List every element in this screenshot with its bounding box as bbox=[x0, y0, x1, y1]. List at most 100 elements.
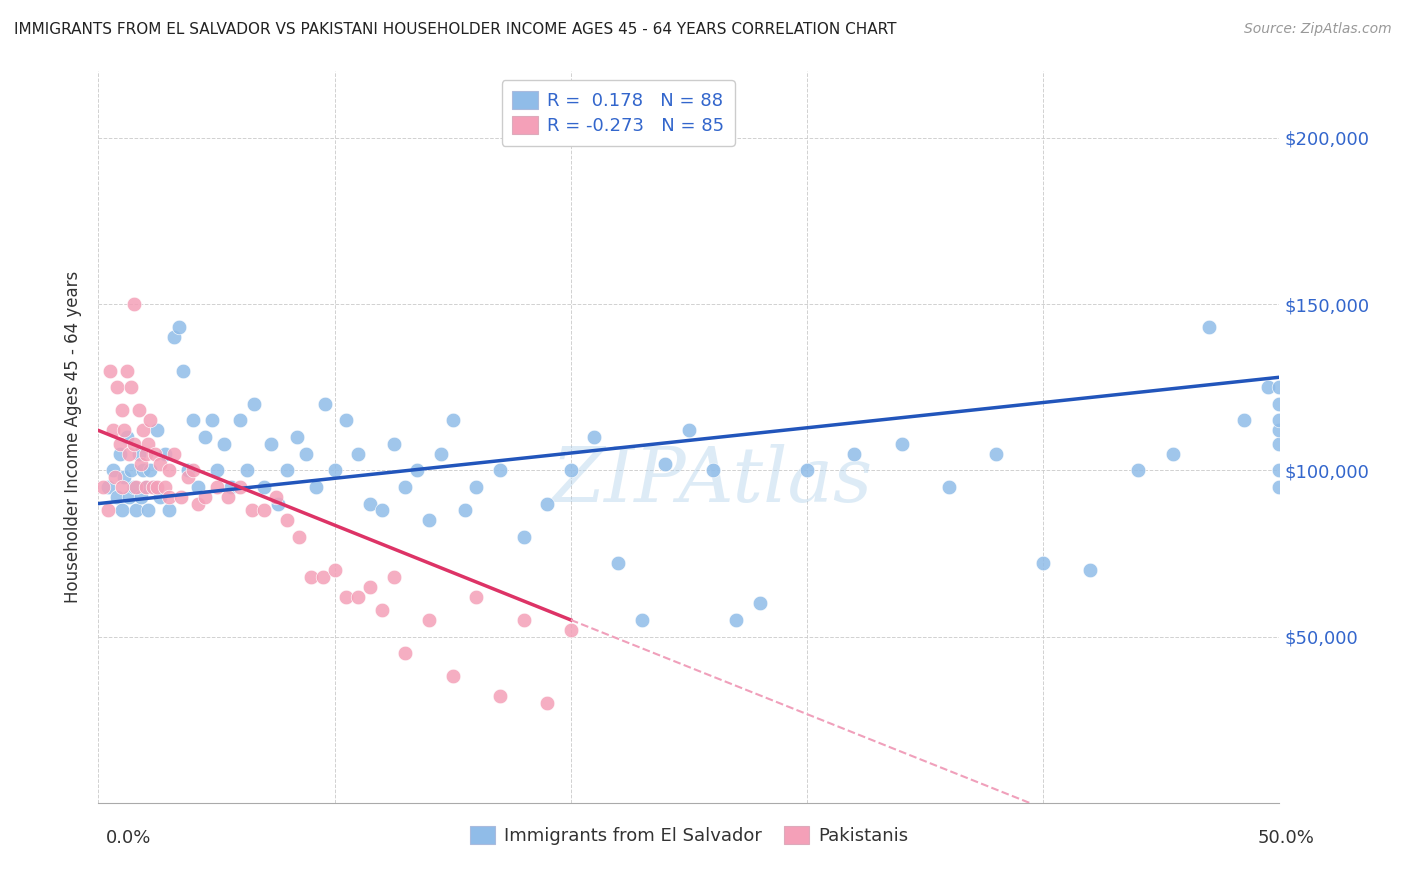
Point bbox=[560, 623, 582, 637]
Point bbox=[382, 570, 405, 584]
Point bbox=[111, 503, 134, 517]
Point bbox=[142, 480, 165, 494]
Point bbox=[132, 463, 155, 477]
Point bbox=[149, 457, 172, 471]
Point bbox=[678, 424, 700, 438]
Point bbox=[115, 363, 138, 377]
Point bbox=[181, 413, 204, 427]
Point bbox=[212, 436, 235, 450]
Point bbox=[371, 603, 394, 617]
Point bbox=[264, 490, 287, 504]
Point bbox=[347, 447, 370, 461]
Point bbox=[115, 430, 138, 444]
Point bbox=[163, 447, 186, 461]
Point bbox=[104, 470, 127, 484]
Point bbox=[1268, 380, 1291, 394]
Point bbox=[394, 480, 416, 494]
Text: 0.0%: 0.0% bbox=[105, 829, 150, 847]
Point bbox=[441, 413, 464, 427]
Point bbox=[111, 480, 134, 494]
Point bbox=[359, 497, 381, 511]
Point bbox=[122, 297, 145, 311]
Point bbox=[243, 397, 266, 411]
Point bbox=[177, 463, 200, 477]
Point bbox=[194, 430, 217, 444]
Point bbox=[101, 463, 124, 477]
Point bbox=[143, 447, 166, 461]
Point bbox=[489, 463, 512, 477]
Point bbox=[1268, 397, 1291, 411]
Point bbox=[205, 480, 228, 494]
Point bbox=[260, 436, 283, 450]
Point bbox=[229, 480, 252, 494]
Point bbox=[465, 590, 488, 604]
Point bbox=[418, 513, 440, 527]
Point bbox=[288, 530, 311, 544]
Point bbox=[796, 463, 818, 477]
Point bbox=[1032, 557, 1054, 571]
Point bbox=[122, 436, 145, 450]
Point bbox=[382, 436, 405, 450]
Point bbox=[98, 363, 121, 377]
Point bbox=[163, 330, 186, 344]
Point bbox=[418, 613, 440, 627]
Point bbox=[172, 363, 194, 377]
Point bbox=[111, 403, 134, 417]
Point bbox=[406, 463, 429, 477]
Point bbox=[132, 424, 155, 438]
Point bbox=[1268, 463, 1291, 477]
Point bbox=[323, 463, 346, 477]
Point bbox=[1126, 463, 1149, 477]
Point bbox=[181, 463, 204, 477]
Point bbox=[335, 590, 357, 604]
Point bbox=[1268, 413, 1291, 427]
Point bbox=[157, 503, 180, 517]
Point bbox=[630, 613, 652, 627]
Point bbox=[135, 480, 157, 494]
Point bbox=[267, 497, 290, 511]
Point bbox=[219, 480, 242, 494]
Point bbox=[128, 403, 150, 417]
Point bbox=[229, 413, 252, 427]
Point bbox=[295, 447, 318, 461]
Point bbox=[105, 490, 128, 504]
Point bbox=[118, 447, 141, 461]
Point bbox=[253, 480, 276, 494]
Point bbox=[453, 503, 475, 517]
Point bbox=[583, 430, 606, 444]
Point bbox=[984, 447, 1007, 461]
Point bbox=[359, 580, 381, 594]
Point bbox=[702, 463, 724, 477]
Point bbox=[125, 480, 148, 494]
Point bbox=[276, 463, 298, 477]
Point bbox=[607, 557, 630, 571]
Point bbox=[112, 424, 135, 438]
Text: 50.0%: 50.0% bbox=[1258, 829, 1315, 847]
Point bbox=[139, 463, 162, 477]
Point bbox=[153, 480, 176, 494]
Point bbox=[299, 570, 322, 584]
Point bbox=[118, 490, 141, 504]
Point bbox=[136, 503, 159, 517]
Text: ZIPAtlas: ZIPAtlas bbox=[553, 444, 873, 518]
Point bbox=[105, 380, 128, 394]
Point bbox=[146, 480, 169, 494]
Y-axis label: Householder Income Ages 45 - 64 years: Householder Income Ages 45 - 64 years bbox=[65, 271, 83, 603]
Point bbox=[1161, 447, 1184, 461]
Point bbox=[371, 503, 394, 517]
Point bbox=[122, 480, 145, 494]
Point bbox=[157, 463, 180, 477]
Point bbox=[149, 490, 172, 504]
Point bbox=[1233, 413, 1256, 427]
Point bbox=[285, 430, 308, 444]
Point bbox=[725, 613, 748, 627]
Point bbox=[236, 463, 259, 477]
Point bbox=[136, 436, 159, 450]
Point bbox=[108, 436, 131, 450]
Point bbox=[1268, 424, 1291, 438]
Point bbox=[748, 596, 770, 610]
Point bbox=[489, 690, 512, 704]
Point bbox=[441, 669, 464, 683]
Point bbox=[844, 447, 866, 461]
Point bbox=[312, 570, 335, 584]
